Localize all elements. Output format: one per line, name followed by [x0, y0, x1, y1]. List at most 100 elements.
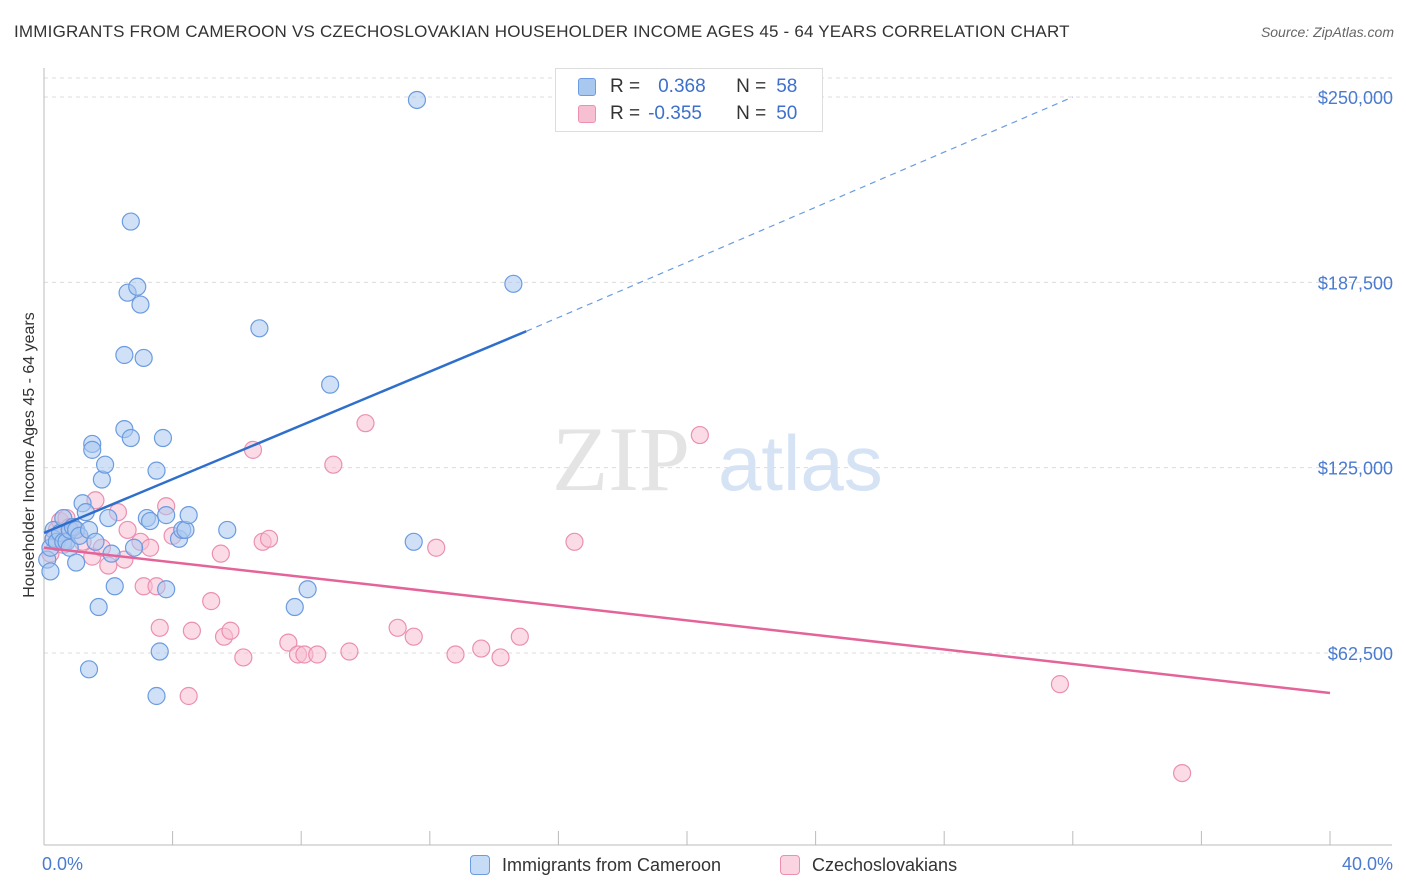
data-point	[221, 621, 240, 640]
data-point	[115, 345, 134, 365]
data-point	[121, 212, 140, 231]
data-point	[182, 621, 201, 640]
data-point	[565, 532, 584, 551]
legend-r-label: R =	[610, 76, 641, 97]
watermark-zip: ZIP	[552, 408, 690, 510]
data-point	[157, 580, 176, 599]
legend-label-czechoslovakians: Czechoslovakians	[812, 854, 958, 875]
data-point	[121, 428, 140, 448]
data-point	[134, 348, 153, 368]
legend-swatch-blue	[578, 78, 596, 96]
watermark: ZIP atlas	[552, 408, 883, 510]
data-point	[690, 425, 709, 445]
legend-item-czechoslovakians: Czechoslovakians	[780, 852, 957, 878]
data-point	[202, 592, 221, 611]
data-point	[67, 553, 86, 572]
legend-label-cameroon: Immigrants from Cameroon	[502, 854, 722, 875]
legend-stats: R = 0.368 N = 58 R = -0.355 N = 50	[555, 68, 823, 132]
data-point	[404, 627, 423, 646]
legend-item-cameroon: Immigrants from Cameroon	[470, 852, 721, 878]
legend-r-value: -0.355	[648, 103, 702, 124]
data-point	[150, 642, 169, 661]
data-point	[131, 295, 150, 314]
data-point	[176, 520, 195, 540]
data-point	[324, 455, 343, 474]
data-point	[1173, 763, 1192, 783]
data-point	[157, 506, 176, 525]
legend-n-label: N =	[736, 103, 767, 124]
legend-n-value: 58	[776, 76, 798, 97]
data-point	[321, 375, 340, 394]
data-point	[504, 274, 523, 293]
data-point	[147, 686, 166, 706]
trend-line-cameroon-extension	[526, 96, 1074, 332]
data-point	[446, 645, 465, 664]
x-tick-label-left: 0.0%	[42, 854, 83, 874]
data-point	[491, 648, 510, 667]
data-point	[105, 577, 124, 596]
data-point	[92, 470, 111, 489]
data-point	[340, 642, 359, 661]
data-point	[1050, 675, 1070, 694]
trend-lines	[43, 96, 1331, 695]
data-point	[124, 538, 144, 557]
chart-title: IMMIGRANTS FROM CAMEROON VS CZECHOSLOVAK…	[14, 22, 1070, 41]
y-tick-label: $125,000	[1318, 459, 1393, 479]
data-point	[95, 455, 115, 474]
watermark-atlas: atlas	[718, 419, 883, 507]
legend-r-value: 0.368	[658, 76, 706, 97]
data-point	[211, 544, 230, 563]
data-point	[388, 618, 407, 637]
data-point	[150, 618, 169, 637]
data-point	[153, 428, 173, 448]
legend-row-czechoslovakians: R = -0.355 N = 50	[578, 101, 797, 127]
data-point	[99, 508, 118, 528]
source-label: Source: ZipAtlas.com	[1260, 24, 1394, 40]
legend-r-label: R =	[610, 103, 641, 124]
data-point	[308, 645, 327, 664]
legend-swatch-pink	[578, 105, 596, 123]
data-point	[179, 506, 198, 525]
data-point	[86, 532, 105, 551]
data-point	[218, 520, 237, 540]
y-tick-labels: $62,500 $125,000 $187,500 $250,000	[1318, 88, 1393, 664]
x-tick-label-right: 40.0%	[1342, 854, 1393, 874]
data-point	[407, 90, 427, 110]
y-tick-label: $187,500	[1318, 273, 1393, 293]
data-point	[285, 597, 304, 617]
data-point	[404, 532, 423, 551]
legend-series: Immigrants from Cameroon Czechoslovakian…	[0, 852, 1406, 878]
legend-n-label: N =	[736, 76, 767, 97]
data-point	[250, 319, 269, 338]
data-point	[140, 538, 160, 557]
y-tick-label: $62,500	[1328, 644, 1393, 664]
data-point	[427, 538, 446, 557]
legend-swatch-blue	[470, 855, 490, 875]
legend-swatch-pink	[780, 855, 800, 875]
data-point	[89, 597, 108, 617]
data-point	[79, 660, 99, 679]
data-point	[298, 580, 317, 599]
series-cameroon	[38, 90, 523, 706]
grid-lines	[44, 77, 1392, 654]
data-point	[234, 648, 253, 667]
trend-line-cameroon	[43, 330, 527, 535]
data-point	[118, 520, 137, 540]
axes	[43, 68, 1392, 846]
data-point	[356, 414, 375, 433]
y-tick-label: $250,000	[1318, 88, 1393, 108]
data-point	[41, 562, 60, 581]
data-point	[179, 686, 198, 706]
data-point	[128, 277, 147, 296]
data-point	[147, 461, 166, 480]
data-point	[140, 511, 160, 531]
data-point	[510, 627, 529, 646]
trend-line-czechoslovakians	[43, 546, 1331, 695]
legend-n-value: 50	[776, 103, 798, 124]
legend-row-cameroon: R = 0.368 N = 58	[578, 74, 797, 100]
data-point	[83, 440, 102, 459]
data-point	[259, 529, 279, 548]
data-point	[279, 633, 298, 652]
data-point	[472, 639, 491, 658]
